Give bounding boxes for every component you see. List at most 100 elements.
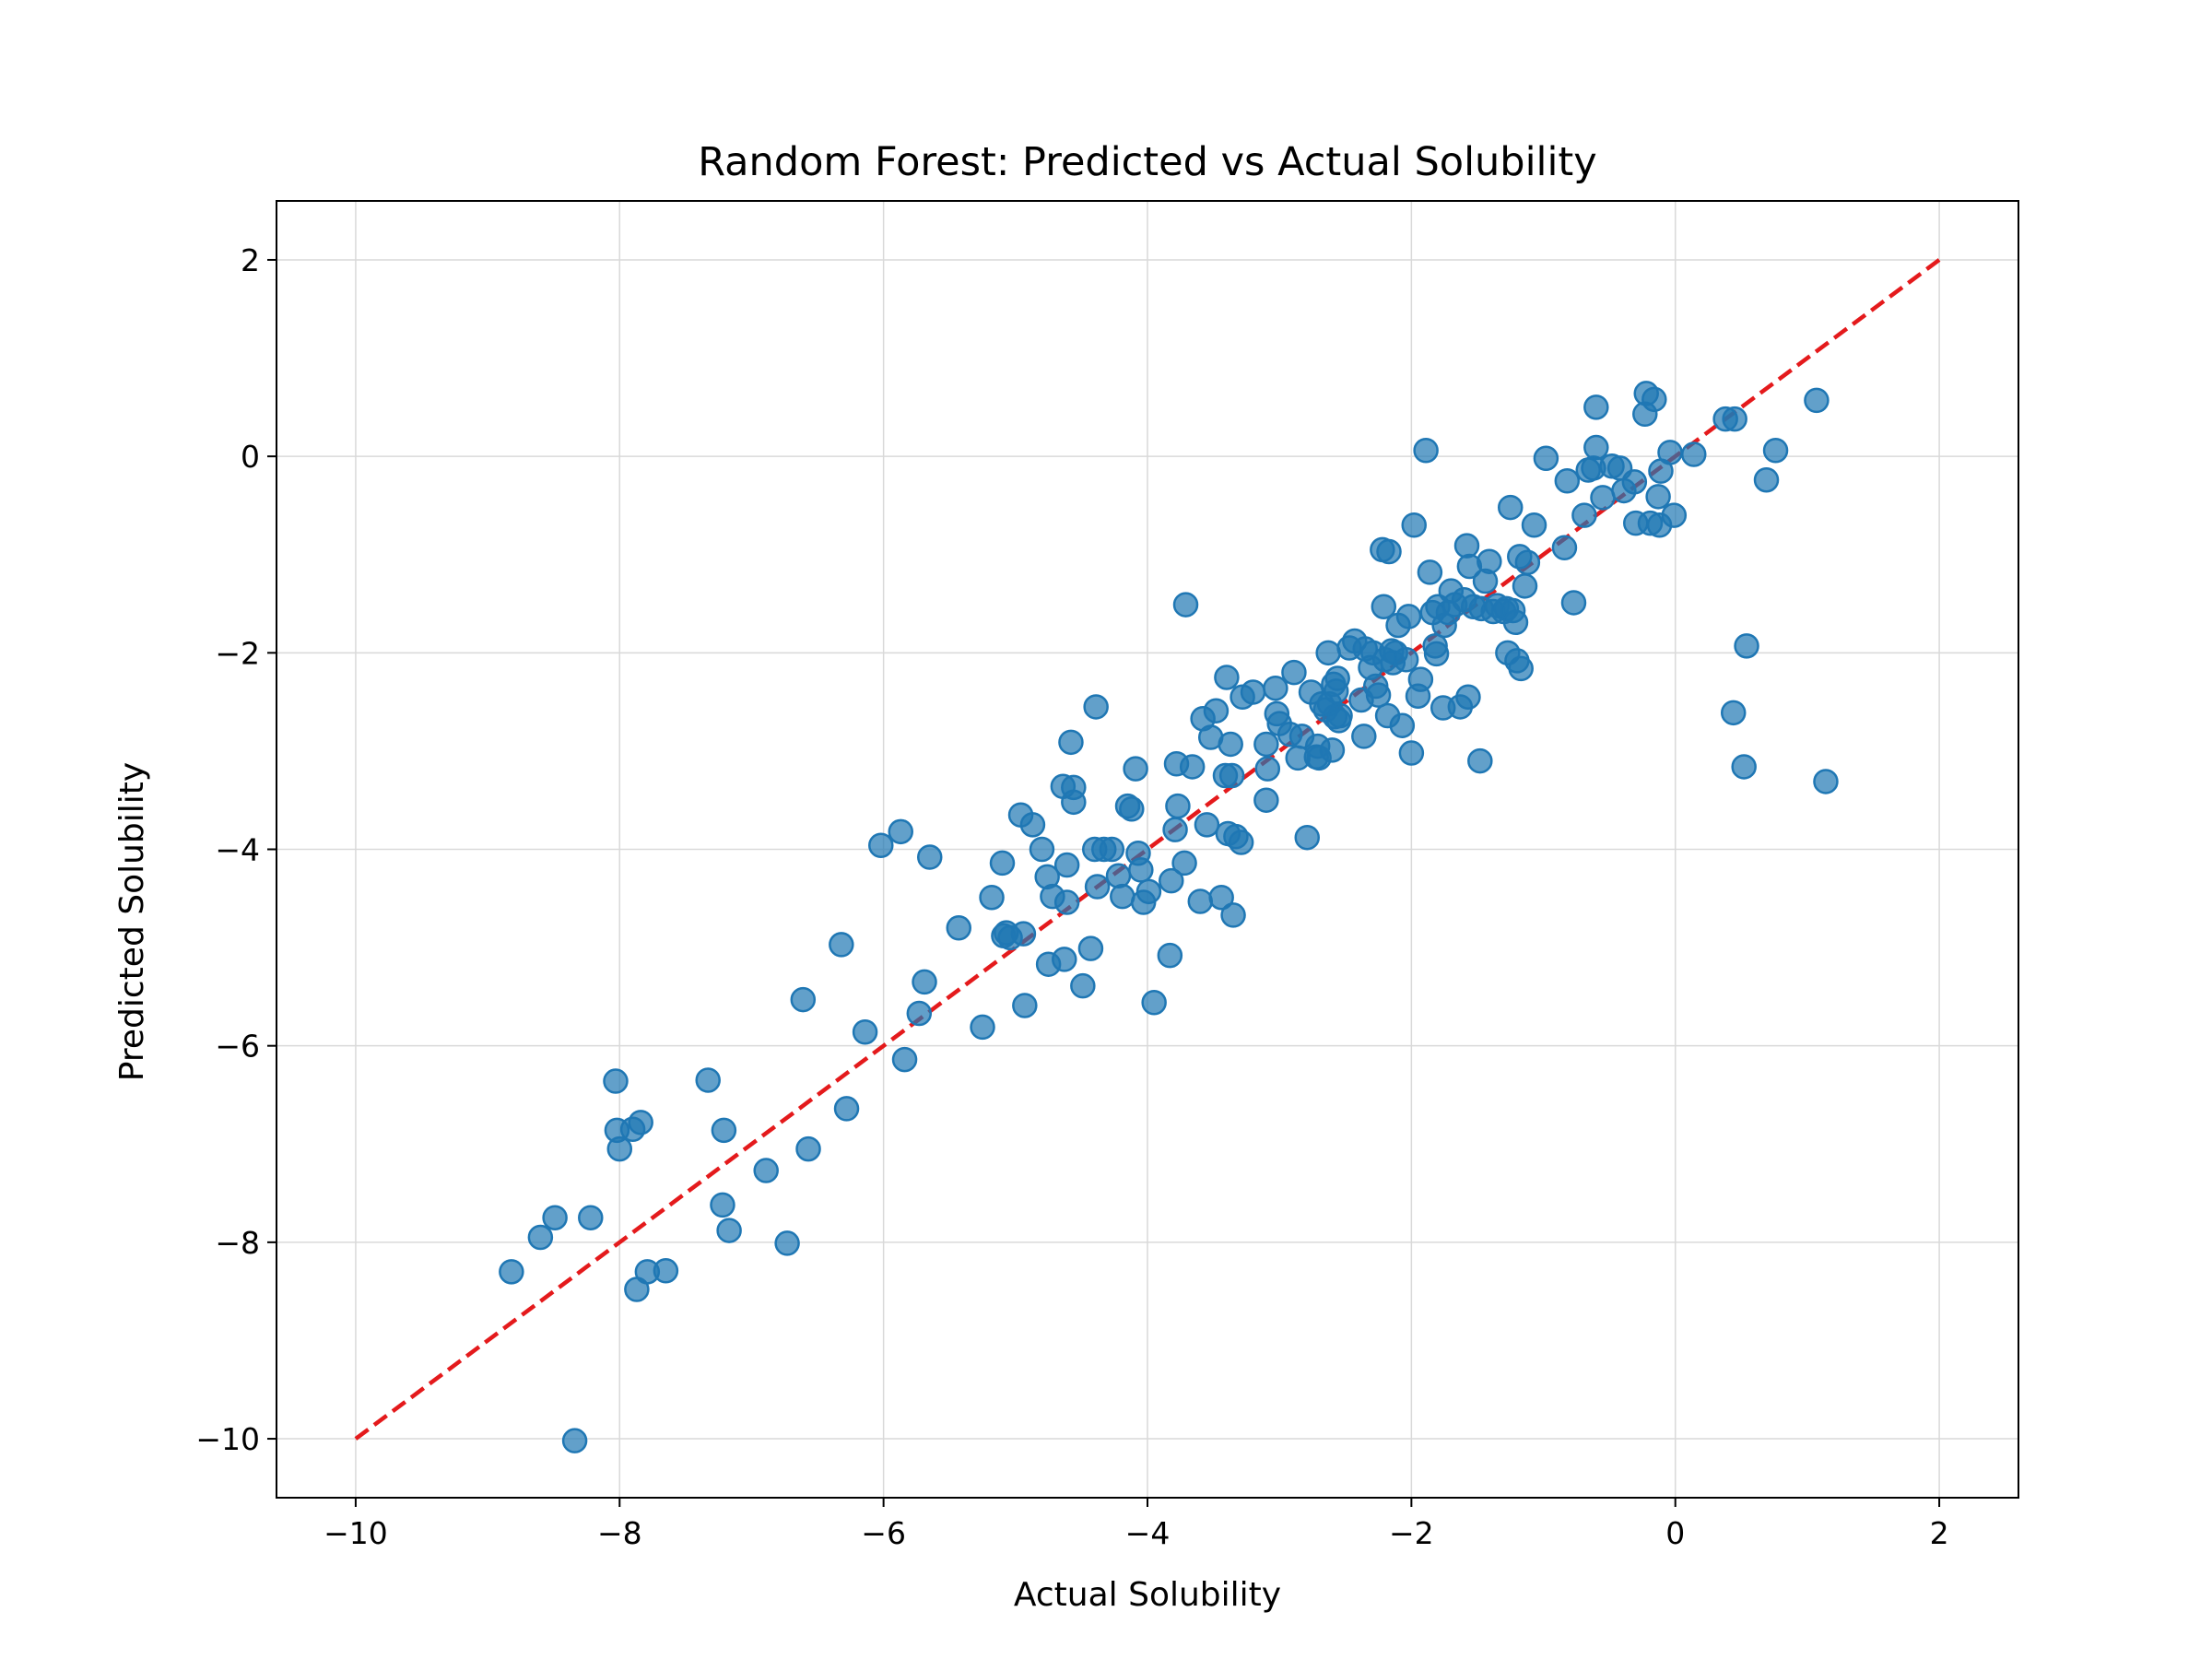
data-point [1720,700,1747,726]
data-point [1010,921,1037,947]
x-tick-label: −4 [1125,1515,1171,1551]
data-point [695,1067,721,1093]
data-point [774,1230,800,1256]
data-point [1661,502,1688,528]
data-point [1753,466,1780,493]
data-point [829,932,854,958]
data-point [1533,445,1559,472]
data-point [912,969,937,995]
data-point [499,1259,524,1285]
data-point [868,832,894,858]
y-tick-label: −2 [215,635,260,671]
data-point [1560,590,1587,616]
data-point [606,1135,633,1162]
data-point [1571,502,1597,528]
data-point [1058,729,1084,756]
data-point [906,1000,933,1027]
data-point [1159,867,1184,894]
data-point [1734,633,1759,659]
data-point [888,818,913,845]
data-point [1376,538,1402,565]
data-point [1413,437,1439,464]
data-point [1083,694,1109,720]
data-point [1105,863,1132,889]
data-point [1455,684,1481,711]
y-tick-label: 0 [241,439,260,475]
data-point [1554,468,1581,494]
data-point [1110,883,1135,910]
y-tick-label: −10 [195,1421,260,1457]
data-point [1467,747,1493,774]
data-point [1214,665,1240,690]
data-point [1171,850,1197,877]
data-point [1351,724,1377,749]
data-point [1194,812,1220,838]
data-point [1498,494,1524,521]
data-point [1179,754,1206,780]
data-point [1052,947,1077,972]
data-point [1084,874,1111,900]
data-point [1315,640,1341,666]
data-point [1512,573,1538,599]
data-point [1099,836,1125,863]
data-point [1263,675,1288,701]
data-point [1731,754,1757,780]
data-point [1165,793,1191,819]
x-tick-label: 0 [1665,1515,1685,1551]
data-point [716,1218,742,1243]
x-tick-label: −6 [861,1515,906,1551]
data-point [1172,592,1199,618]
data-point [790,986,817,1013]
data-point [1128,857,1154,883]
data-points [499,381,1839,1453]
data-point [1389,712,1416,738]
data-point [1141,990,1167,1016]
data-point [1477,548,1502,574]
data-point [1162,817,1188,842]
data-point [1551,535,1578,561]
data-point [917,844,943,870]
data-point [1371,594,1397,619]
data-point [1583,394,1609,420]
data-point [1621,469,1648,495]
data-point [891,1046,918,1073]
data-point [1208,884,1234,911]
data-point [1253,731,1279,758]
data-point [1135,878,1162,905]
data-point [1029,836,1055,863]
x-axis-ticks: −10 −8 −6 −4 −2 0 2 [324,1498,1949,1551]
data-point [1514,549,1541,576]
data-point [1220,902,1246,928]
data-point [1324,665,1350,691]
data-point [1583,434,1609,461]
data-point [1012,993,1038,1018]
data-point [1393,647,1419,673]
data-point [1365,682,1392,708]
y-tick-label: −6 [215,1029,260,1065]
data-point [1762,437,1789,464]
data-point [1395,604,1422,629]
x-axis-label: Actual Solubility [1014,1576,1281,1614]
data-point [1590,485,1616,511]
y-tick-label: −4 [215,832,260,868]
data-point [1417,559,1443,585]
data-point [1218,731,1243,758]
y-axis-ticks: −10 −8 −6 −4 −2 0 2 [195,242,276,1457]
data-point [1070,972,1096,999]
y-axis-label: Predicted Solubility [113,762,151,1081]
data-point [1327,702,1353,729]
x-tick-label: −2 [1389,1515,1434,1551]
data-point [1398,740,1425,766]
data-point [1804,387,1830,414]
data-point [1645,484,1671,510]
data-point [1657,440,1683,465]
x-tick-label: −8 [597,1515,642,1551]
data-point [1521,512,1547,538]
data-point [1053,852,1080,878]
data-point [1123,756,1148,782]
grid-lines [276,201,2018,1498]
data-point [1053,889,1080,915]
data-point [1253,787,1279,813]
